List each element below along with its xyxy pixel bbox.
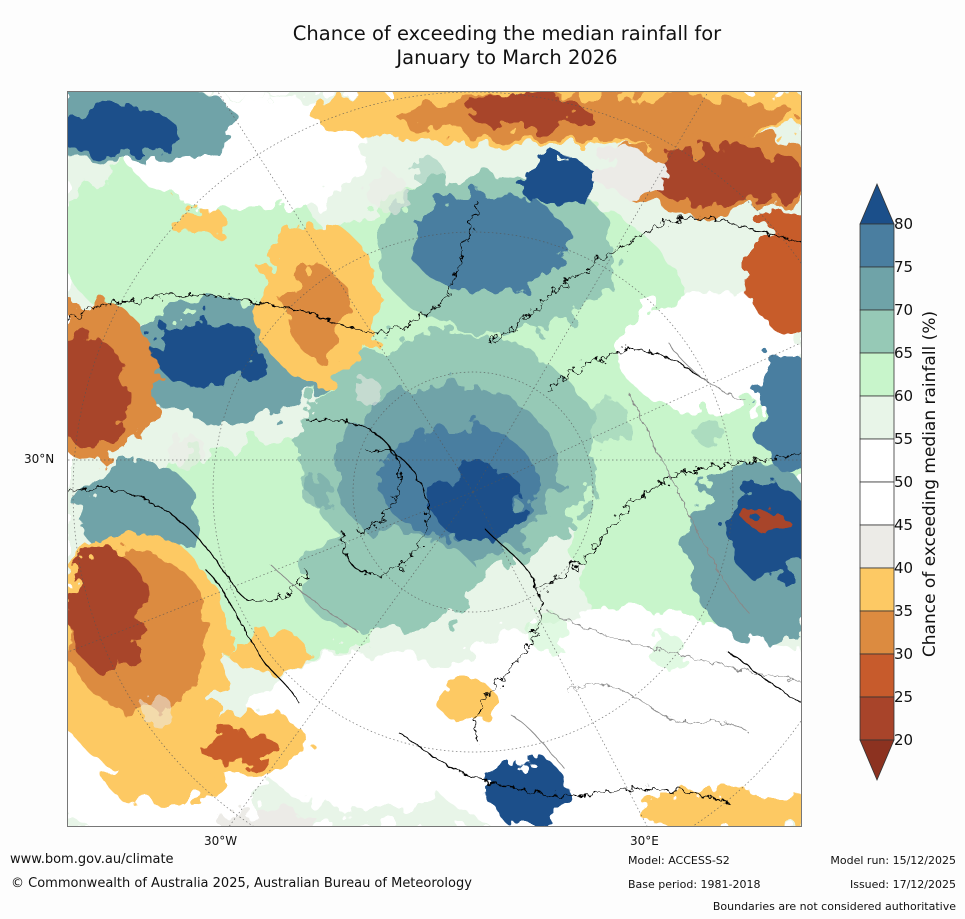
colorbar-band xyxy=(859,309,895,354)
colorbar-extend-top xyxy=(859,182,895,225)
colorbar-tick-label: 75 xyxy=(894,258,914,276)
title-line-2: January to March 2026 xyxy=(396,46,618,69)
title-line-1: Chance of exceeding the median rainfall … xyxy=(292,22,722,45)
colorbar-extend-bottom xyxy=(859,739,895,782)
colorbar-band xyxy=(859,696,895,741)
longitude-label-30w: 30°W xyxy=(204,834,238,848)
colorbar-tick-label: 25 xyxy=(894,688,914,706)
colorbar-title: Chance of exceeding median rainfall (%) xyxy=(920,310,940,658)
colorbar-band xyxy=(859,481,895,526)
footer-model: Model: ACCESS-S2 xyxy=(628,854,730,867)
colorbar-tick-label: 20 xyxy=(894,731,914,749)
rainfall-probability-map xyxy=(67,91,802,827)
colorbar-band xyxy=(859,653,895,698)
colorbar-tick-label: 80 xyxy=(894,215,914,233)
colorbar-band xyxy=(859,524,895,569)
colorbar-tick-label: 40 xyxy=(894,559,914,577)
colorbar-band xyxy=(859,610,895,655)
colorbar-tick-label: 50 xyxy=(894,473,914,491)
graticule xyxy=(68,92,801,826)
colorbar-band xyxy=(859,223,895,268)
country-boundaries xyxy=(267,341,801,773)
colorbar-tick-label: 70 xyxy=(894,301,914,319)
colorbar-band xyxy=(859,395,895,440)
footer-site-url: www.bom.gov.au/climate xyxy=(10,852,174,867)
coastlines xyxy=(68,201,801,803)
colorbar xyxy=(859,182,895,782)
latitude-label-30n: 30°N xyxy=(24,452,55,466)
probability-field xyxy=(68,92,801,826)
longitude-label-30e: 30°E xyxy=(630,834,659,848)
colorbar-tick-label: 65 xyxy=(894,344,914,362)
colorbar-band xyxy=(859,567,895,612)
colorbar-tick-label: 30 xyxy=(894,645,914,663)
footer-model-run: Model run: 15/12/2025 xyxy=(830,854,956,867)
colorbar-band xyxy=(859,266,895,311)
colorbar-tick-label: 45 xyxy=(894,516,914,534)
colorbar-band xyxy=(859,438,895,483)
colorbar-tick-label: 55 xyxy=(894,430,914,448)
footer-issued: Issued: 17/12/2025 xyxy=(849,878,956,891)
colorbar-tick-label: 35 xyxy=(894,602,914,620)
footer-copyright: © Commonwealth of Australia 2025, Austra… xyxy=(11,876,472,891)
map-canvas xyxy=(68,92,801,826)
footer-boundaries-note: Boundaries are not considered authoritat… xyxy=(712,900,956,913)
footer-base-period: Base period: 1981-2018 xyxy=(628,878,761,891)
colorbar-band xyxy=(859,352,895,397)
colorbar-tick-label: 60 xyxy=(894,387,914,405)
map-title: Chance of exceeding the median rainfall … xyxy=(67,22,947,70)
